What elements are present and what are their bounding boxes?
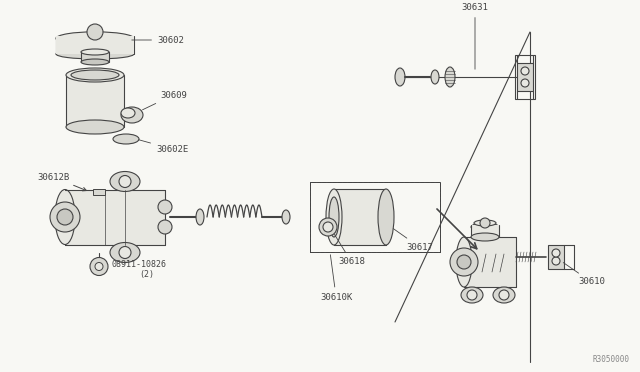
Text: 30610: 30610 (563, 263, 605, 286)
Bar (56, 36, 134, 54)
Ellipse shape (395, 68, 405, 86)
Text: 08911-10826: 08911-10826 (111, 260, 166, 269)
Bar (81, 52, 109, 62)
Ellipse shape (113, 134, 139, 144)
Ellipse shape (471, 223, 499, 231)
Ellipse shape (121, 108, 135, 118)
Bar (93, 189, 105, 195)
Circle shape (87, 24, 103, 40)
Ellipse shape (196, 209, 204, 225)
Circle shape (499, 290, 509, 300)
Ellipse shape (474, 220, 496, 226)
Bar (471, 225, 499, 237)
Circle shape (457, 255, 471, 269)
Circle shape (450, 248, 478, 276)
Ellipse shape (471, 233, 499, 241)
Text: N: N (97, 263, 101, 269)
Bar (515, 55, 535, 99)
Text: R3050000: R3050000 (593, 356, 630, 365)
Text: 30610K: 30610K (320, 255, 352, 301)
Circle shape (552, 257, 560, 265)
Ellipse shape (81, 59, 109, 65)
Text: 30602: 30602 (132, 35, 184, 45)
Ellipse shape (71, 70, 119, 80)
Ellipse shape (121, 107, 143, 123)
Circle shape (480, 218, 490, 228)
Circle shape (521, 79, 529, 87)
Bar (310, 182, 440, 252)
Ellipse shape (445, 67, 455, 87)
Text: 30618: 30618 (335, 234, 365, 266)
Ellipse shape (456, 237, 472, 287)
Ellipse shape (329, 197, 339, 237)
Ellipse shape (158, 220, 172, 234)
Bar (517, 63, 533, 91)
Text: 30617: 30617 (393, 229, 433, 251)
Ellipse shape (319, 218, 337, 236)
Circle shape (552, 249, 560, 257)
Ellipse shape (378, 189, 394, 245)
Ellipse shape (110, 171, 140, 192)
Ellipse shape (66, 68, 124, 82)
Bar (65, 189, 165, 244)
Text: 30602E: 30602E (139, 140, 188, 154)
Bar (334, 189, 386, 245)
Ellipse shape (461, 287, 483, 303)
Circle shape (95, 263, 103, 270)
Ellipse shape (110, 243, 140, 263)
Ellipse shape (158, 200, 172, 214)
Ellipse shape (431, 70, 439, 84)
Bar (310, 182, 440, 252)
Ellipse shape (81, 49, 109, 55)
Circle shape (119, 176, 131, 187)
Bar (464, 237, 516, 287)
Text: 30612B: 30612B (37, 173, 86, 191)
Circle shape (50, 202, 80, 232)
Circle shape (90, 257, 108, 276)
Circle shape (57, 209, 73, 225)
Text: 30609: 30609 (143, 90, 187, 110)
Text: 30631: 30631 (461, 3, 488, 69)
Ellipse shape (56, 49, 134, 59)
Circle shape (119, 247, 131, 259)
Ellipse shape (55, 189, 75, 244)
Ellipse shape (66, 120, 124, 134)
Ellipse shape (282, 210, 290, 224)
Circle shape (521, 67, 529, 75)
Bar (548, 245, 564, 269)
Ellipse shape (326, 189, 342, 245)
Circle shape (467, 290, 477, 300)
Text: (2): (2) (139, 270, 154, 279)
Ellipse shape (323, 222, 333, 232)
Bar (66, 75, 124, 127)
Ellipse shape (56, 32, 134, 45)
Ellipse shape (493, 287, 515, 303)
